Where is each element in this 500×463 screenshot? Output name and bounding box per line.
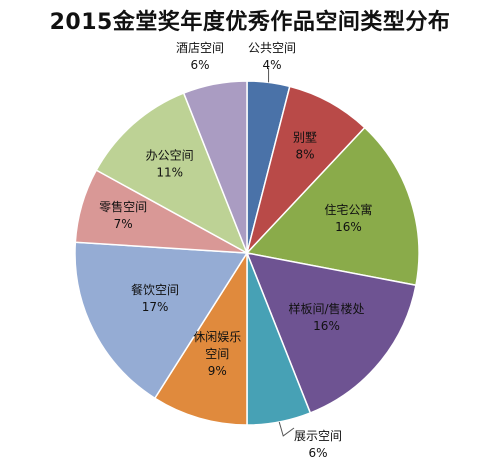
- slice-label: 别墅 8%: [293, 130, 317, 161]
- leader-line: [278, 421, 295, 437]
- chart-title: 2015金堂奖年度优秀作品空间类型分布: [49, 10, 451, 35]
- pie-slice: [153, 250, 248, 426]
- pie-slice: [245, 252, 417, 414]
- slice-label: 酒店空间 6%: [176, 41, 224, 72]
- pie-slices: [74, 80, 420, 426]
- slice-label: 休闲娱乐空间 9%: [193, 330, 241, 378]
- slice-label: 办公空间 11%: [146, 147, 194, 179]
- pie-slice: [245, 126, 420, 287]
- slice-label: 零售空间 7%: [99, 199, 147, 231]
- leader-lines: [268, 68, 295, 437]
- slice-label: 住宅公寓 16%: [324, 202, 372, 234]
- pie-slice: [182, 80, 248, 254]
- slice-label: 公共空间 4%: [248, 41, 296, 72]
- pie-slice: [74, 241, 249, 400]
- slice-label: 样板间/售楼处 16%: [288, 301, 364, 333]
- pie-slice: [95, 92, 249, 255]
- slice-label: 展示空间 6%: [294, 429, 342, 460]
- slice-label: 餐饮空间 17%: [131, 282, 179, 314]
- slice-labels: 公共空间 4% 别墅 8% 住宅公寓 16% 样板间/售楼处 16% 展示空间 6% 休闲娱乐空间 9…: [99, 41, 372, 460]
